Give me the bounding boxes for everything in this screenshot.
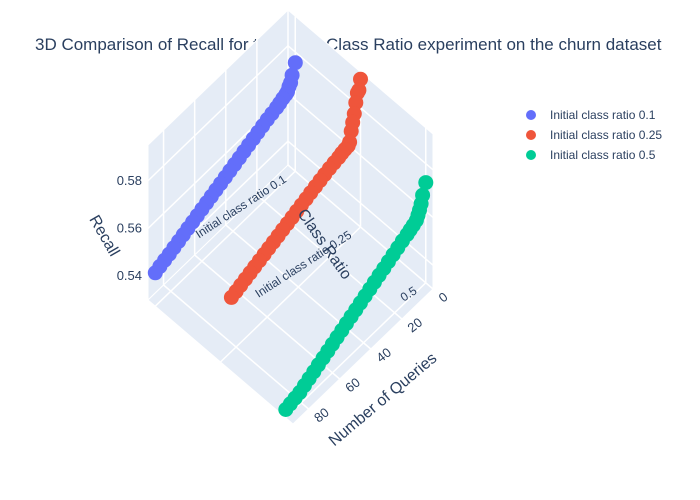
legend-label: Initial class ratio 0.5 [550, 148, 656, 162]
tick-label-queries: 80 [311, 405, 332, 426]
legend-item[interactable]: Initial class ratio 0.25 [526, 128, 662, 142]
chart-title: 3D Comparison of Recall for the Initial … [35, 35, 662, 54]
data-point [348, 95, 364, 111]
legend-item[interactable]: Initial class ratio 0.5 [526, 148, 656, 162]
grid-line-class [285, 282, 427, 419]
legend[interactable]: Initial class ratio 0.1 Initial class rat… [526, 108, 662, 162]
data-point [147, 265, 163, 281]
data-point [223, 289, 239, 305]
data-markers [147, 55, 434, 417]
legend-label: Initial class ratio 0.25 [550, 128, 662, 142]
legend-marker [526, 150, 536, 160]
tick-label-queries: 20 [405, 315, 426, 336]
legend-item[interactable]: Initial class ratio 0.1 [526, 108, 656, 122]
tick-label-recall: 0.58 [117, 173, 142, 188]
tick-label-queries: 0 [436, 289, 451, 305]
grid-line-class [219, 226, 362, 363]
legend-marker [526, 110, 536, 120]
grid-line-class [154, 170, 296, 307]
grid-line-recall [147, 45, 289, 182]
data-point [418, 175, 434, 191]
data-point [287, 55, 303, 71]
data-point [353, 71, 368, 87]
tick-label-recall: 0.54 [117, 268, 142, 283]
tick-label-recall: 0.56 [117, 220, 142, 235]
legend-marker [526, 130, 536, 140]
tick-label-queries: 60 [342, 375, 363, 396]
data-point [278, 402, 294, 417]
tick-label-queries: 40 [373, 345, 394, 366]
data-point [343, 123, 359, 139]
legend-label: Initial class ratio 0.1 [550, 108, 656, 122]
